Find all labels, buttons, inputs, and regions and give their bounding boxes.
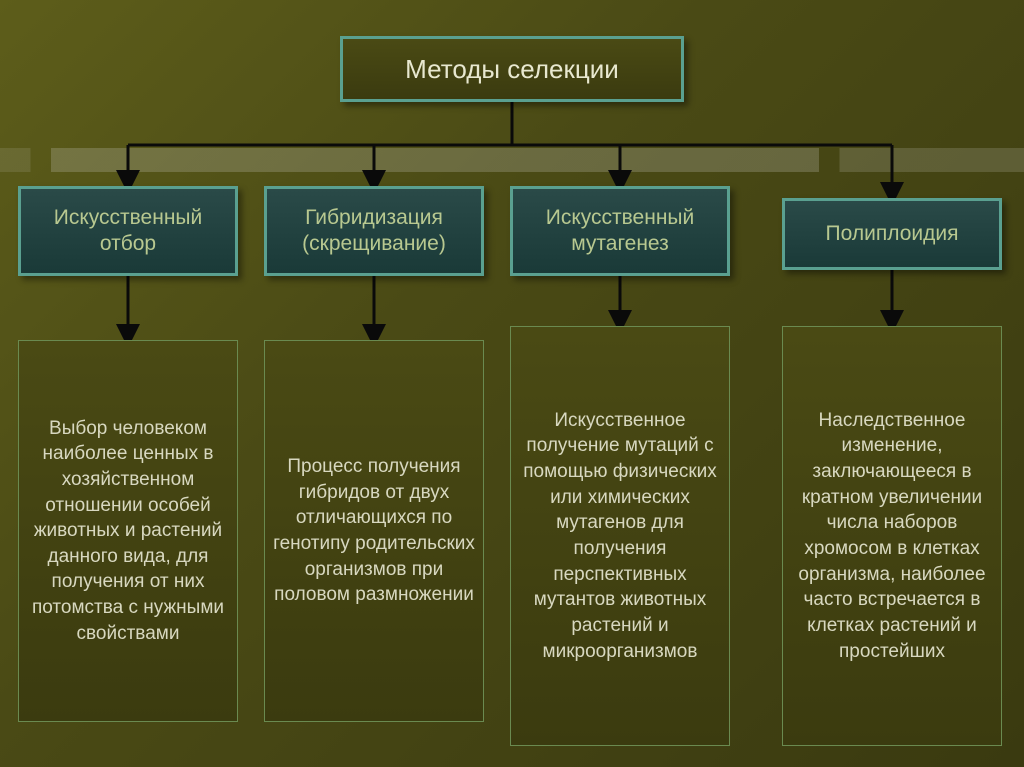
desc-text: Процесс получения гибридов от двух отлич… (273, 454, 475, 608)
method-label: Гибридизация (скрещивание) (271, 205, 477, 258)
decorative-bar (0, 148, 1024, 172)
desc-text: Искусственное получение мутаций с помощь… (519, 408, 721, 664)
method-box-3: Полиплоидия (782, 198, 1002, 270)
method-box-2: Искусственный мутагенез (510, 186, 730, 276)
method-box-1: Гибридизация (скрещивание) (264, 186, 484, 276)
method-label: Полиплоидия (826, 221, 959, 247)
desc-text: Наследственное изменение, заключающееся … (791, 408, 993, 664)
method-box-0: Искусственный отбор (18, 186, 238, 276)
method-label: Искусственный мутагенез (517, 205, 723, 258)
desc-box-2: Искусственное получение мутаций с помощь… (510, 326, 730, 746)
desc-box-3: Наследственное изменение, заключающееся … (782, 326, 1002, 746)
desc-box-0: Выбор человеком наиболее ценных в хозяйс… (18, 340, 238, 722)
method-label: Искусственный отбор (25, 205, 231, 258)
diagram-title-text: Методы селекции (405, 54, 619, 85)
desc-text: Выбор человеком наиболее ценных в хозяйс… (27, 416, 229, 647)
diagram-title: Методы селекции (340, 36, 684, 102)
desc-box-1: Процесс получения гибридов от двух отлич… (264, 340, 484, 722)
